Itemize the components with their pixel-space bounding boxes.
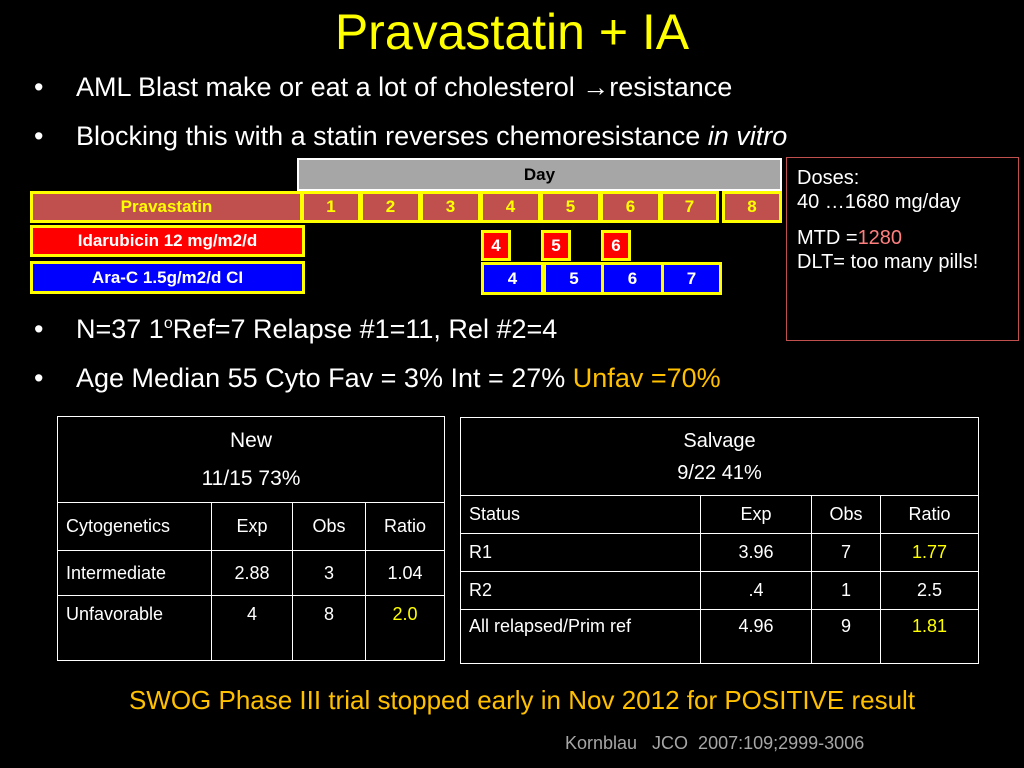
table-cell: 4 — [211, 595, 293, 661]
header-cell: Ratio — [880, 495, 979, 534]
arac-day-cell: 4 — [481, 262, 544, 295]
table-row: Unfavorable 4 8 2.0 — [57, 595, 445, 661]
day-header: Day — [297, 158, 782, 191]
table-row: R1 3.96 7 1.77 — [460, 533, 979, 572]
table-new: New 11/15 73% Cytogenetics Exp Obs Ratio… — [57, 416, 445, 661]
bullet-text: N=37 1oRef=7 Relapse #1=11, Rel #2=4 — [76, 314, 557, 345]
header-cell: Exp — [700, 495, 812, 534]
table-header-row: Status Exp Obs Ratio — [460, 495, 979, 534]
stats-unfav-highlight: Unfav =70% — [572, 363, 721, 393]
bullet-dot: • — [34, 314, 44, 344]
header-cell: Obs — [811, 495, 881, 534]
header-cell: Ratio — [365, 502, 445, 551]
pravastatin-day-cell: 6 — [600, 191, 661, 223]
pravastatin-day-cell: 8 — [722, 191, 782, 223]
table-title-cell: Salvage 9/22 41% — [460, 417, 979, 496]
idarubicin-day-cell: 6 — [601, 230, 631, 261]
table-title-cell: New 11/15 73% — [57, 416, 445, 503]
slide-title: Pravastatin + IA — [334, 4, 690, 60]
arac-day-cell: 7 — [661, 262, 722, 295]
pravastatin-day-cell: 1 — [301, 191, 361, 223]
stats-age-text: Age Median 55 Cyto Fav = 3% Int = 27% — [76, 363, 573, 393]
table-cell: .4 — [700, 571, 812, 610]
table-subtitle: 11/15 73% — [201, 466, 301, 490]
table-cell-highlight: 1.81 — [880, 609, 979, 664]
bullet-text-after: resistance — [609, 72, 733, 102]
pravastatin-day-cell: 2 — [360, 191, 421, 223]
row-label-arac: Ara-C 1.5g/m2/d CI — [30, 261, 305, 294]
mtd-line: MTD =1280 — [797, 226, 1008, 250]
table-cell: 3 — [292, 550, 366, 596]
bullet-text-italic: in vitro — [707, 121, 788, 151]
bullet-dot: • — [34, 72, 44, 102]
bullet-dot: • — [34, 121, 44, 151]
table-row: All relapsed/Prim ref 4.96 9 1.81 — [460, 609, 979, 664]
bullet-text: AML Blast make or eat a lot of cholester… — [76, 72, 732, 103]
table-cell: 2.88 — [211, 550, 293, 596]
table-header-row: Cytogenetics Exp Obs Ratio — [57, 502, 445, 551]
row-label-pravastatin: Pravastatin — [30, 191, 303, 223]
right-arrow-icon: → — [582, 72, 610, 102]
table-row: R2 .4 1 2.5 — [460, 571, 979, 610]
stats-pre: N=37 1 — [76, 314, 164, 344]
table-cell: Unfavorable — [57, 595, 212, 661]
bullet-text-main: Blocking this with a statin reverses che… — [76, 121, 708, 151]
table-subtitle: 9/22 41% — [677, 461, 762, 484]
bullet-text: Blocking this with a statin reverses che… — [76, 121, 787, 152]
bullet-text: Age Median 55 Cyto Fav = 3% Int = 27% Un… — [76, 363, 721, 394]
stats-superscript: o — [163, 315, 173, 332]
table-cell: 9 — [811, 609, 881, 664]
footer-conclusion: SWOG Phase III trial stopped early in No… — [128, 685, 916, 715]
mtd-label: MTD = — [797, 227, 858, 249]
header-cell: Cytogenetics — [57, 502, 212, 551]
table-cell: R1 — [460, 533, 701, 572]
arac-day-cell: 5 — [543, 262, 605, 295]
header-cell: Obs — [292, 502, 366, 551]
header-cell: Status — [460, 495, 701, 534]
table-cell: 8 — [292, 595, 366, 661]
pravastatin-day-cell: 7 — [660, 191, 719, 223]
pravastatin-day-cell: 4 — [480, 191, 541, 223]
table-cell: 2.5 — [880, 571, 979, 610]
table-row: Intermediate 2.88 3 1.04 — [57, 550, 445, 596]
doses-heading: Doses: — [797, 167, 860, 189]
idarubicin-day-cell: 4 — [481, 230, 511, 261]
doses-range: 40 …1680 mg/day — [797, 191, 961, 213]
dlt-text: DLT= too many pills! — [797, 251, 979, 273]
table-title: Salvage — [683, 429, 756, 452]
doses-callout: Doses: 40 …1680 mg/day MTD =1280 DLT= to… — [786, 157, 1019, 341]
table-cell: 3.96 — [700, 533, 812, 572]
pravastatin-day-cell: 5 — [540, 191, 601, 223]
citation: Kornblau JCO 2007:109;2999-3006 — [565, 733, 865, 753]
stats-post: Ref=7 Relapse #1=11, Rel #2=4 — [172, 314, 558, 344]
table-salvage: Salvage 9/22 41% Status Exp Obs Ratio R1… — [460, 417, 979, 664]
mtd-value: 1280 — [857, 227, 903, 249]
table-cell: 1.04 — [365, 550, 445, 596]
table-cell: Intermediate — [57, 550, 212, 596]
pravastatin-day-cell: 3 — [420, 191, 481, 223]
table-title-row: New 11/15 73% — [57, 416, 445, 503]
idarubicin-day-cell: 5 — [541, 230, 571, 261]
table-cell: 1 — [811, 571, 881, 610]
table-title: New — [229, 428, 272, 452]
table-title-row: Salvage 9/22 41% — [460, 417, 979, 496]
row-label-idarubicin: Idarubicin 12 mg/m2/d — [30, 225, 305, 257]
table-cell-highlight: 1.77 — [880, 533, 979, 572]
bullet-text-before: AML Blast make or eat a lot of cholester… — [76, 72, 583, 102]
arac-day-cell: 6 — [601, 262, 664, 295]
table-cell: 4.96 — [700, 609, 812, 664]
table-cell: R2 — [460, 571, 701, 610]
table-cell-highlight: 2.0 — [365, 595, 445, 661]
table-cell: 7 — [811, 533, 881, 572]
table-cell: All relapsed/Prim ref — [460, 609, 701, 664]
bullet-dot: • — [34, 363, 44, 393]
header-cell: Exp — [211, 502, 293, 551]
